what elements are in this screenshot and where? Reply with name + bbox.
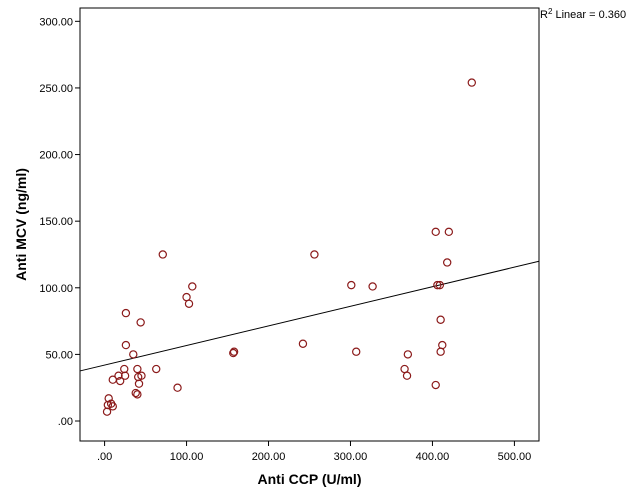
data-point (444, 227, 454, 237)
data-point (402, 371, 412, 380)
data-point (431, 380, 440, 390)
data-point (121, 340, 131, 350)
data-point (352, 347, 361, 356)
data-point (433, 280, 442, 290)
x-tick-label: 200.00 (252, 451, 286, 463)
data-point (120, 371, 130, 380)
data-point (436, 315, 445, 324)
data-point (443, 258, 452, 267)
data-points-layer (102, 78, 476, 416)
data-point (129, 350, 138, 359)
y-tick-label: 50.00 (45, 349, 73, 361)
linear-fit-line (79, 260, 540, 372)
y-tick-label: .00 (58, 416, 73, 428)
y-tick-label: 100.00 (39, 283, 73, 295)
r2-linear-label: R2 Linear = 0.360 (540, 7, 626, 21)
data-point (438, 340, 447, 350)
data-point (184, 299, 194, 308)
y-tick-label: 250.00 (39, 83, 73, 95)
y-tick-label: 200.00 (39, 150, 73, 162)
x-tick-label: 100.00 (170, 451, 204, 463)
y-tick-label: 300.00 (39, 16, 73, 28)
y-axis-title-group: Anti MCV (ng/ml) (13, 168, 29, 281)
x-axis-title: Anti CCP (U/ml) (258, 471, 362, 487)
data-point (133, 364, 142, 374)
r2-label-prefix: R (540, 9, 548, 21)
data-point (435, 280, 445, 290)
x-tick-label: 500.00 (498, 451, 532, 463)
y-tick-label: 150.00 (39, 216, 73, 228)
data-point (188, 282, 197, 291)
data-point (136, 318, 145, 327)
x-tick-label: 300.00 (334, 451, 368, 463)
plot-frame (79, 7, 540, 442)
data-point (133, 390, 142, 399)
data-point (467, 78, 476, 87)
data-point (120, 364, 129, 374)
data-point (173, 383, 182, 392)
data-point (152, 364, 161, 374)
data-point (347, 280, 356, 290)
data-point (115, 376, 125, 386)
data-point (229, 347, 239, 356)
data-point (431, 227, 440, 237)
data-point (310, 250, 319, 259)
data-point (104, 394, 113, 403)
x-tick-label: .00 (97, 451, 112, 463)
data-point (229, 348, 238, 358)
data-point (403, 350, 413, 359)
x-tick-label: 400.00 (416, 451, 450, 463)
data-point (298, 339, 308, 348)
y-axis-title: Anti MCV (ng/ml) (13, 168, 29, 281)
data-point (158, 250, 167, 259)
data-point (436, 347, 445, 356)
data-point (102, 407, 112, 416)
data-point (131, 388, 140, 398)
data-point (368, 282, 377, 291)
data-point (114, 371, 123, 380)
r2-label-superscript: 2 (548, 7, 553, 16)
fit-line-layer (79, 260, 540, 372)
r2-label-suffix: Linear = 0.360 (552, 9, 626, 21)
axes-layer: .00 50.00 100.00 150.00 200.00 250.00 300.00 .0… (39, 7, 540, 463)
data-point (137, 371, 146, 380)
data-point (121, 308, 131, 318)
data-point (108, 402, 117, 411)
data-point (134, 379, 144, 388)
